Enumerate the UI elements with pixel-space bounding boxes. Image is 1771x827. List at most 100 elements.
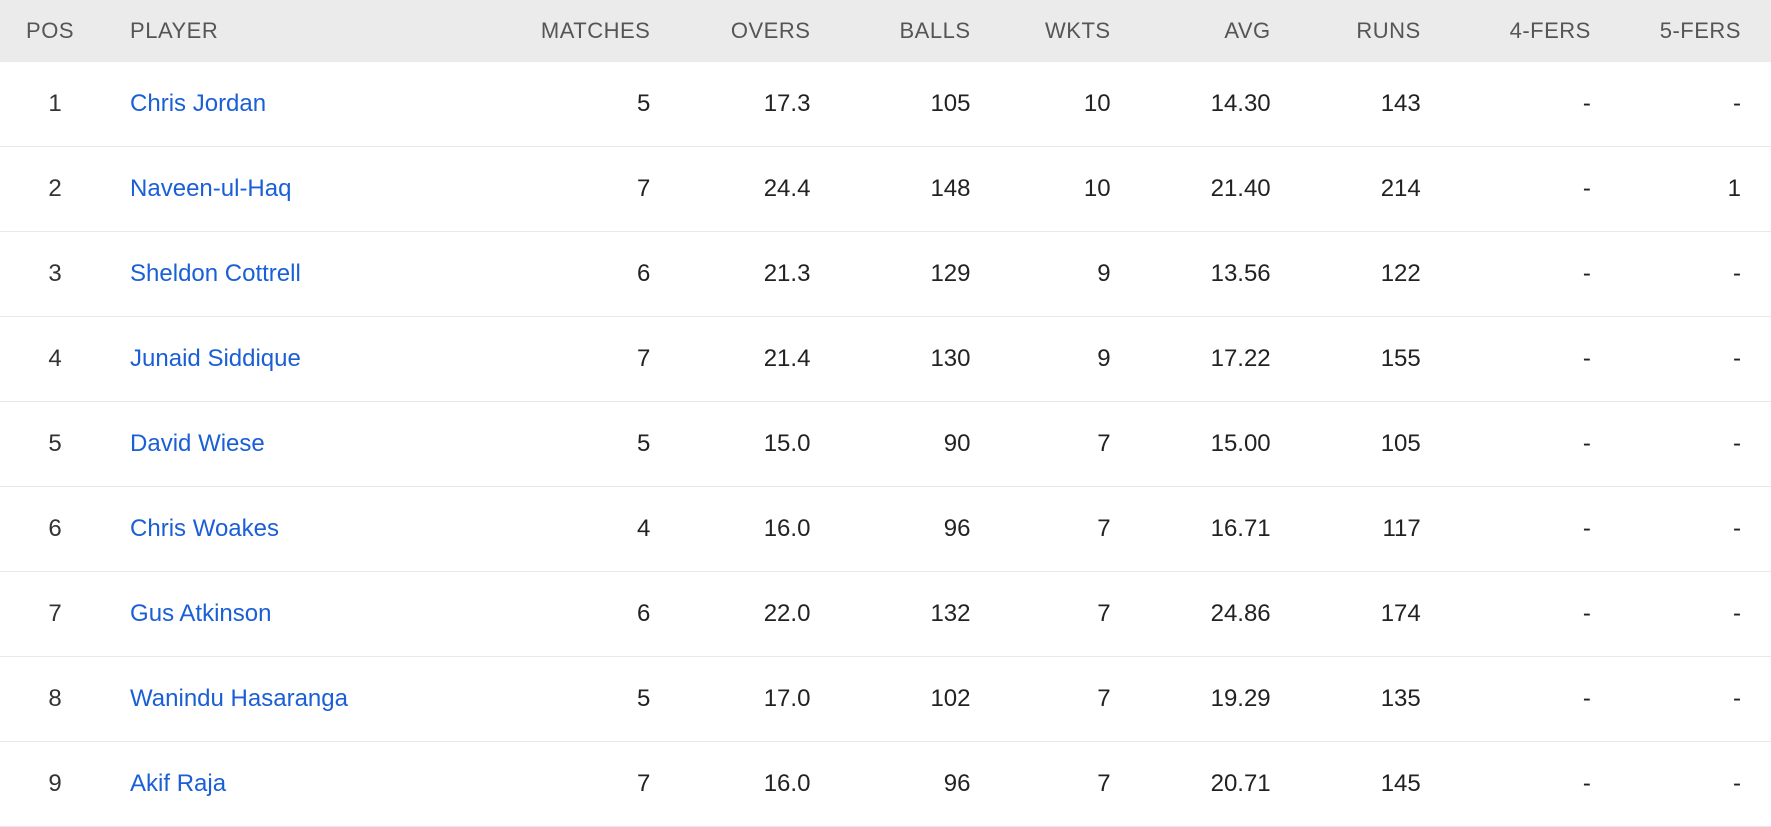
- cell-balls: 105: [820, 62, 980, 147]
- cell-wkts: 7: [981, 402, 1121, 487]
- cell-f4: -: [1431, 317, 1601, 402]
- table-row: 8Wanindu Hasaranga517.0102719.29135--: [0, 657, 1771, 742]
- header-wkts: WKTS: [981, 0, 1121, 62]
- cell-wkts: 7: [981, 572, 1121, 657]
- cell-matches: 7: [490, 147, 660, 232]
- stats-table-container: POS PLAYER MATCHES OVERS BALLS WKTS AVG …: [0, 0, 1771, 827]
- cell-f5: -: [1601, 232, 1771, 317]
- cell-avg: 21.40: [1121, 147, 1281, 232]
- table-header-row: POS PLAYER MATCHES OVERS BALLS WKTS AVG …: [0, 0, 1771, 62]
- player-link[interactable]: David Wiese: [130, 430, 265, 457]
- cell-f5: -: [1601, 402, 1771, 487]
- cell-avg: 13.56: [1121, 232, 1281, 317]
- header-player: PLAYER: [110, 0, 490, 62]
- player-link[interactable]: Sheldon Cottrell: [130, 260, 301, 287]
- cell-overs: 21.4: [660, 317, 820, 402]
- cell-player: David Wiese: [110, 402, 490, 487]
- cell-runs: 155: [1281, 317, 1431, 402]
- cell-f4: -: [1431, 62, 1601, 147]
- cell-runs: 143: [1281, 62, 1431, 147]
- cell-matches: 7: [490, 742, 660, 827]
- cell-f5: 1: [1601, 147, 1771, 232]
- cell-player: Chris Jordan: [110, 62, 490, 147]
- header-5fers: 5-FERS: [1601, 0, 1771, 62]
- cell-f5: -: [1601, 487, 1771, 572]
- cell-f4: -: [1431, 572, 1601, 657]
- table-body: 1Chris Jordan517.31051014.30143--2Naveen…: [0, 62, 1771, 827]
- cell-overs: 17.3: [660, 62, 820, 147]
- player-link[interactable]: Akif Raja: [130, 770, 226, 797]
- player-link[interactable]: Junaid Siddique: [130, 345, 301, 372]
- header-runs: RUNS: [1281, 0, 1431, 62]
- cell-wkts: 9: [981, 317, 1121, 402]
- cell-pos: 9: [0, 742, 110, 827]
- cell-matches: 7: [490, 317, 660, 402]
- cell-player: Chris Woakes: [110, 487, 490, 572]
- header-overs: OVERS: [660, 0, 820, 62]
- cell-f5: -: [1601, 62, 1771, 147]
- player-link[interactable]: Chris Woakes: [130, 515, 279, 542]
- cell-balls: 132: [820, 572, 980, 657]
- cell-player: Wanindu Hasaranga: [110, 657, 490, 742]
- table-row: 1Chris Jordan517.31051014.30143--: [0, 62, 1771, 147]
- cell-pos: 4: [0, 317, 110, 402]
- player-link[interactable]: Chris Jordan: [130, 90, 266, 117]
- player-link[interactable]: Wanindu Hasaranga: [130, 685, 348, 712]
- cell-f4: -: [1431, 147, 1601, 232]
- cell-pos: 3: [0, 232, 110, 317]
- cell-player: Naveen-ul-Haq: [110, 147, 490, 232]
- cell-f5: -: [1601, 572, 1771, 657]
- cell-matches: 6: [490, 572, 660, 657]
- cell-balls: 90: [820, 402, 980, 487]
- cell-f4: -: [1431, 402, 1601, 487]
- cell-wkts: 7: [981, 487, 1121, 572]
- cell-matches: 5: [490, 657, 660, 742]
- cell-f5: -: [1601, 742, 1771, 827]
- cell-avg: 14.30: [1121, 62, 1281, 147]
- table-row: 7Gus Atkinson622.0132724.86174--: [0, 572, 1771, 657]
- table-row: 6Chris Woakes416.096716.71117--: [0, 487, 1771, 572]
- cell-pos: 1: [0, 62, 110, 147]
- cell-avg: 19.29: [1121, 657, 1281, 742]
- cell-overs: 15.0: [660, 402, 820, 487]
- cell-wkts: 9: [981, 232, 1121, 317]
- cell-matches: 6: [490, 232, 660, 317]
- cell-wkts: 7: [981, 657, 1121, 742]
- player-link[interactable]: Gus Atkinson: [130, 600, 271, 627]
- cell-player: Junaid Siddique: [110, 317, 490, 402]
- cell-wkts: 7: [981, 742, 1121, 827]
- cell-balls: 148: [820, 147, 980, 232]
- cell-balls: 96: [820, 487, 980, 572]
- cell-pos: 8: [0, 657, 110, 742]
- table-row: 4Junaid Siddique721.4130917.22155--: [0, 317, 1771, 402]
- cell-avg: 17.22: [1121, 317, 1281, 402]
- cell-wkts: 10: [981, 62, 1121, 147]
- cell-runs: 145: [1281, 742, 1431, 827]
- cell-f4: -: [1431, 742, 1601, 827]
- cell-pos: 7: [0, 572, 110, 657]
- cell-pos: 2: [0, 147, 110, 232]
- cell-matches: 5: [490, 402, 660, 487]
- cell-pos: 6: [0, 487, 110, 572]
- cell-f4: -: [1431, 487, 1601, 572]
- cell-runs: 214: [1281, 147, 1431, 232]
- cell-matches: 5: [490, 62, 660, 147]
- cell-f5: -: [1601, 657, 1771, 742]
- player-link[interactable]: Naveen-ul-Haq: [130, 175, 291, 202]
- cell-runs: 122: [1281, 232, 1431, 317]
- cell-player: Akif Raja: [110, 742, 490, 827]
- cell-overs: 17.0: [660, 657, 820, 742]
- cell-player: Gus Atkinson: [110, 572, 490, 657]
- cell-balls: 129: [820, 232, 980, 317]
- cell-avg: 20.71: [1121, 742, 1281, 827]
- header-avg: AVG: [1121, 0, 1281, 62]
- cell-avg: 24.86: [1121, 572, 1281, 657]
- table-row: 3Sheldon Cottrell621.3129913.56122--: [0, 232, 1771, 317]
- cell-runs: 174: [1281, 572, 1431, 657]
- cell-avg: 15.00: [1121, 402, 1281, 487]
- cell-matches: 4: [490, 487, 660, 572]
- cell-f4: -: [1431, 232, 1601, 317]
- header-matches: MATCHES: [490, 0, 660, 62]
- table-row: 5David Wiese515.090715.00105--: [0, 402, 1771, 487]
- cell-overs: 21.3: [660, 232, 820, 317]
